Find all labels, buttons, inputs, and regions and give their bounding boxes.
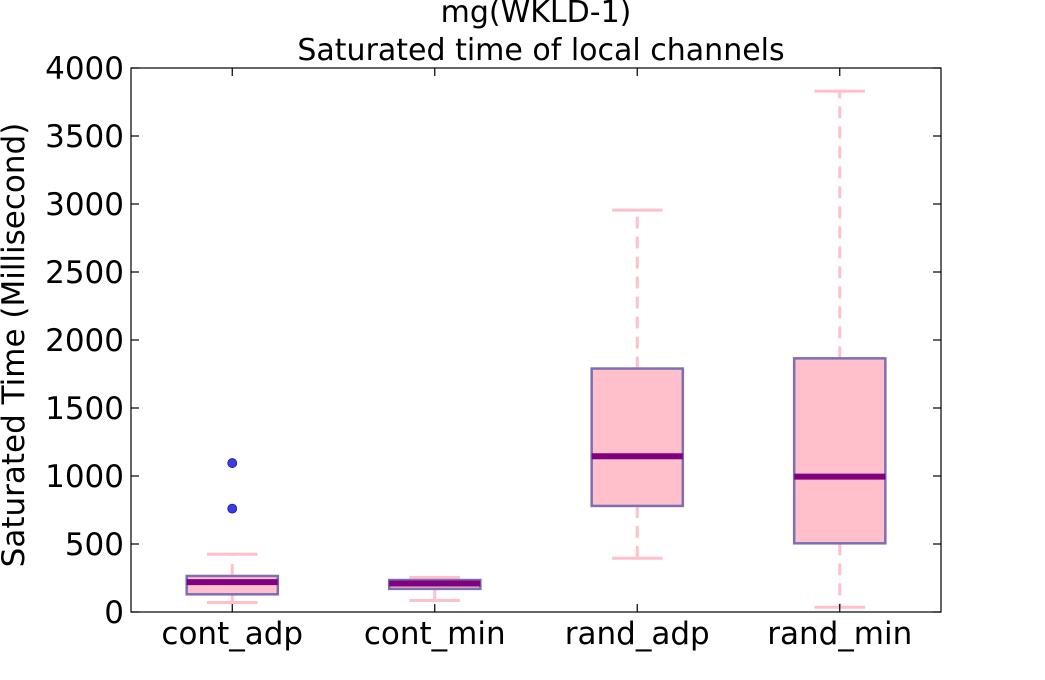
box-rand-min (792, 357, 887, 545)
chart-subtitle: Saturated time of local channels (297, 33, 784, 68)
y-tick-label: 2500 (45, 255, 124, 291)
y-tick-label: 500 (65, 527, 124, 563)
x-tick-label: rand_min (767, 616, 912, 652)
y-tick-label: 4000 (45, 51, 124, 87)
outlier-cont-adp-2 (227, 458, 238, 468)
axis-ticks: 0 500 1000 1500 2000 2500 3000 3500 4000 cont_adp… (45, 51, 941, 652)
x-tick-label: cont_adp (161, 616, 303, 652)
x-tick-label: rand_adp (565, 616, 710, 652)
y-tick-label: 1000 (45, 459, 124, 495)
box-rand-adp (590, 367, 685, 508)
x-tick-label: cont_min (364, 616, 506, 652)
y-tick-label: 2000 (45, 323, 124, 359)
outlier-cont-adp-1 (227, 503, 238, 514)
y-tick-label: 3000 (45, 187, 124, 223)
y-tick-label: 3500 (45, 119, 124, 155)
chart-title: mg(WKLD-1) (441, 0, 632, 30)
plot-area (185, 89, 887, 609)
y-tick-label: 0 (104, 595, 124, 631)
box-cont-adp (185, 574, 280, 596)
y-axis-label: Saturated Time (Millisecond) (0, 123, 32, 568)
y-tick-label: 1500 (45, 391, 124, 427)
